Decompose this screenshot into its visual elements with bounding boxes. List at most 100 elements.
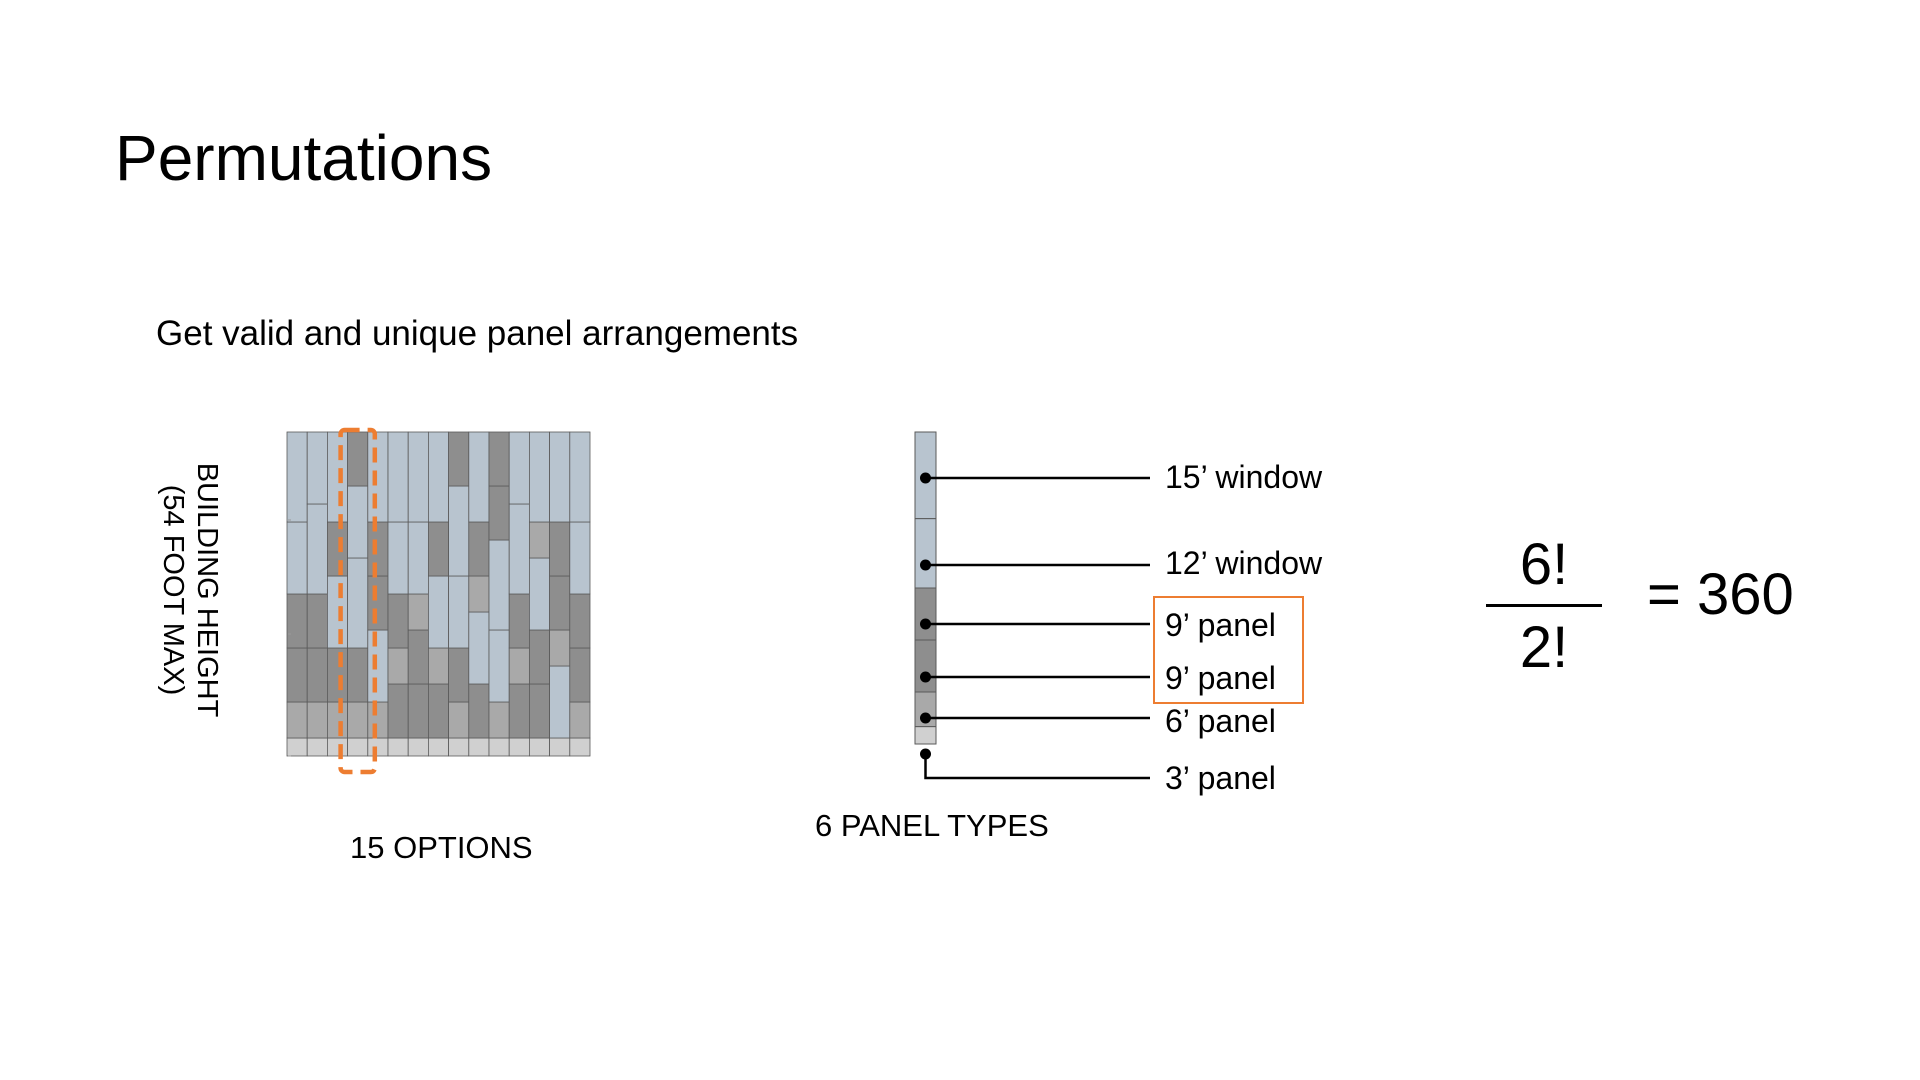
option-panel-cell xyxy=(347,485,369,559)
option-panel-cell xyxy=(407,431,429,523)
option-panel-cell xyxy=(407,593,429,631)
permutation-result: = 360 xyxy=(1647,562,1794,627)
option-panel-cell xyxy=(488,629,510,703)
option-panel-cell xyxy=(528,737,550,757)
option-panel-cell xyxy=(569,593,591,649)
option-panel-cell xyxy=(488,737,510,757)
option-panel-cell xyxy=(488,539,510,631)
option-panel-cell xyxy=(569,521,591,595)
option-panel-cell xyxy=(448,647,470,703)
option-panel-cell xyxy=(327,575,349,649)
callout-label-9-panel-b: 9’ panel xyxy=(1165,660,1276,696)
highlighted-option-outline xyxy=(338,427,378,775)
option-panel-cell xyxy=(427,431,449,523)
option-panel-cell xyxy=(468,521,490,577)
option-panel-cell xyxy=(347,431,369,487)
option-panel-cell xyxy=(286,521,308,595)
option-panel-cell xyxy=(528,629,550,685)
option-panel-cell xyxy=(508,737,530,757)
callout-label-6-panel: 6’ panel xyxy=(1165,703,1276,739)
option-panel-cell xyxy=(468,575,490,613)
option-panel-cell xyxy=(448,737,470,757)
stack-panel xyxy=(914,518,937,589)
option-panel-cell xyxy=(387,737,409,757)
option-panel-cell xyxy=(528,431,550,523)
duplicate-panel-highlight xyxy=(1153,596,1304,704)
option-panel-cell xyxy=(427,647,449,685)
option-panel-cell xyxy=(327,737,349,757)
option-panel-cell xyxy=(286,701,308,739)
option-panel-cell xyxy=(327,521,349,577)
option-panel-cell xyxy=(528,521,550,559)
option-panel-cell xyxy=(488,485,510,541)
options-columns xyxy=(286,431,591,757)
option-panel-cell xyxy=(387,431,409,523)
callout-leaders xyxy=(920,472,1150,780)
option-panel-cell xyxy=(448,575,470,649)
option-panel-cell xyxy=(327,647,349,703)
building-height-axis-label: BUILDING HEIGHT (54 FOOT MAX) xyxy=(156,440,224,740)
stack-panel xyxy=(914,587,937,641)
callout-label-12-window: 12’ window xyxy=(1165,545,1323,581)
option-panel-cell xyxy=(448,485,470,577)
callout-leader xyxy=(924,754,1150,780)
option-panel-cell xyxy=(528,683,550,739)
slide-subtitle: Get valid and unique panel arrangements xyxy=(156,314,799,353)
fraction-numerator: 6! xyxy=(1519,532,1569,597)
option-panel-cell xyxy=(387,521,409,595)
option-panel-cell xyxy=(508,593,530,649)
option-panel-cell xyxy=(306,701,328,739)
option-panel-cell xyxy=(448,431,470,487)
option-panel-cell xyxy=(367,431,389,523)
option-panel-cell xyxy=(427,575,449,649)
options-axis-ticks xyxy=(288,519,291,757)
option-panel-cell xyxy=(306,737,328,757)
option-panel-cell xyxy=(367,701,389,739)
option-panel-cell xyxy=(347,701,369,739)
option-panel-cell xyxy=(407,737,429,757)
option-panel-cell xyxy=(407,683,429,739)
slide-title: Permutations xyxy=(115,122,493,194)
option-panel-cell xyxy=(306,647,328,703)
option-panel-cell xyxy=(367,521,389,577)
option-panel-cell xyxy=(508,503,530,595)
option-panel-cell xyxy=(427,737,449,757)
option-panel-cell xyxy=(508,431,530,505)
option-panel-cell xyxy=(387,683,409,739)
axis-label-line1: BUILDING HEIGHT xyxy=(191,462,223,718)
callout-label-15-window: 15’ window xyxy=(1165,459,1323,495)
option-panel-cell xyxy=(286,593,308,649)
callout-label-9-panel-a: 9’ panel xyxy=(1165,607,1276,643)
stack-panel xyxy=(914,639,937,693)
option-panel-cell xyxy=(347,647,369,703)
option-panel-cell xyxy=(508,683,530,739)
option-panel-cell xyxy=(286,737,308,757)
option-panel-cell xyxy=(549,629,571,667)
options-caption: 15 OPTIONS xyxy=(350,830,533,865)
option-panel-cell xyxy=(448,701,470,739)
option-panel-cell xyxy=(327,701,349,739)
fraction-bar xyxy=(1486,604,1602,607)
option-panel-cell xyxy=(387,647,409,685)
callout-label-3-panel: 3’ panel xyxy=(1165,760,1276,796)
panel-stack-diagram xyxy=(914,431,1150,780)
option-panel-cell xyxy=(407,521,429,595)
axis-label-line2: (54 FOOT MAX) xyxy=(157,484,189,696)
option-panel-cell xyxy=(468,737,490,757)
option-panel-cell xyxy=(367,629,389,703)
option-panel-cell xyxy=(347,557,369,649)
option-panel-cell xyxy=(387,593,409,649)
option-panel-cell xyxy=(549,431,571,523)
fraction-denominator: 2! xyxy=(1519,615,1569,680)
option-panel-cell xyxy=(286,647,308,703)
option-panel-cell xyxy=(347,737,369,757)
option-panel-cell xyxy=(427,683,449,739)
option-panel-cell xyxy=(549,737,571,757)
option-panel-cell xyxy=(488,431,510,487)
option-panel-cell xyxy=(528,557,550,631)
option-panel-cell xyxy=(549,521,571,577)
option-panel-cell xyxy=(468,431,490,523)
option-panel-cell xyxy=(407,629,429,685)
option-panel-cell xyxy=(488,701,510,739)
stack-panel xyxy=(914,726,937,745)
